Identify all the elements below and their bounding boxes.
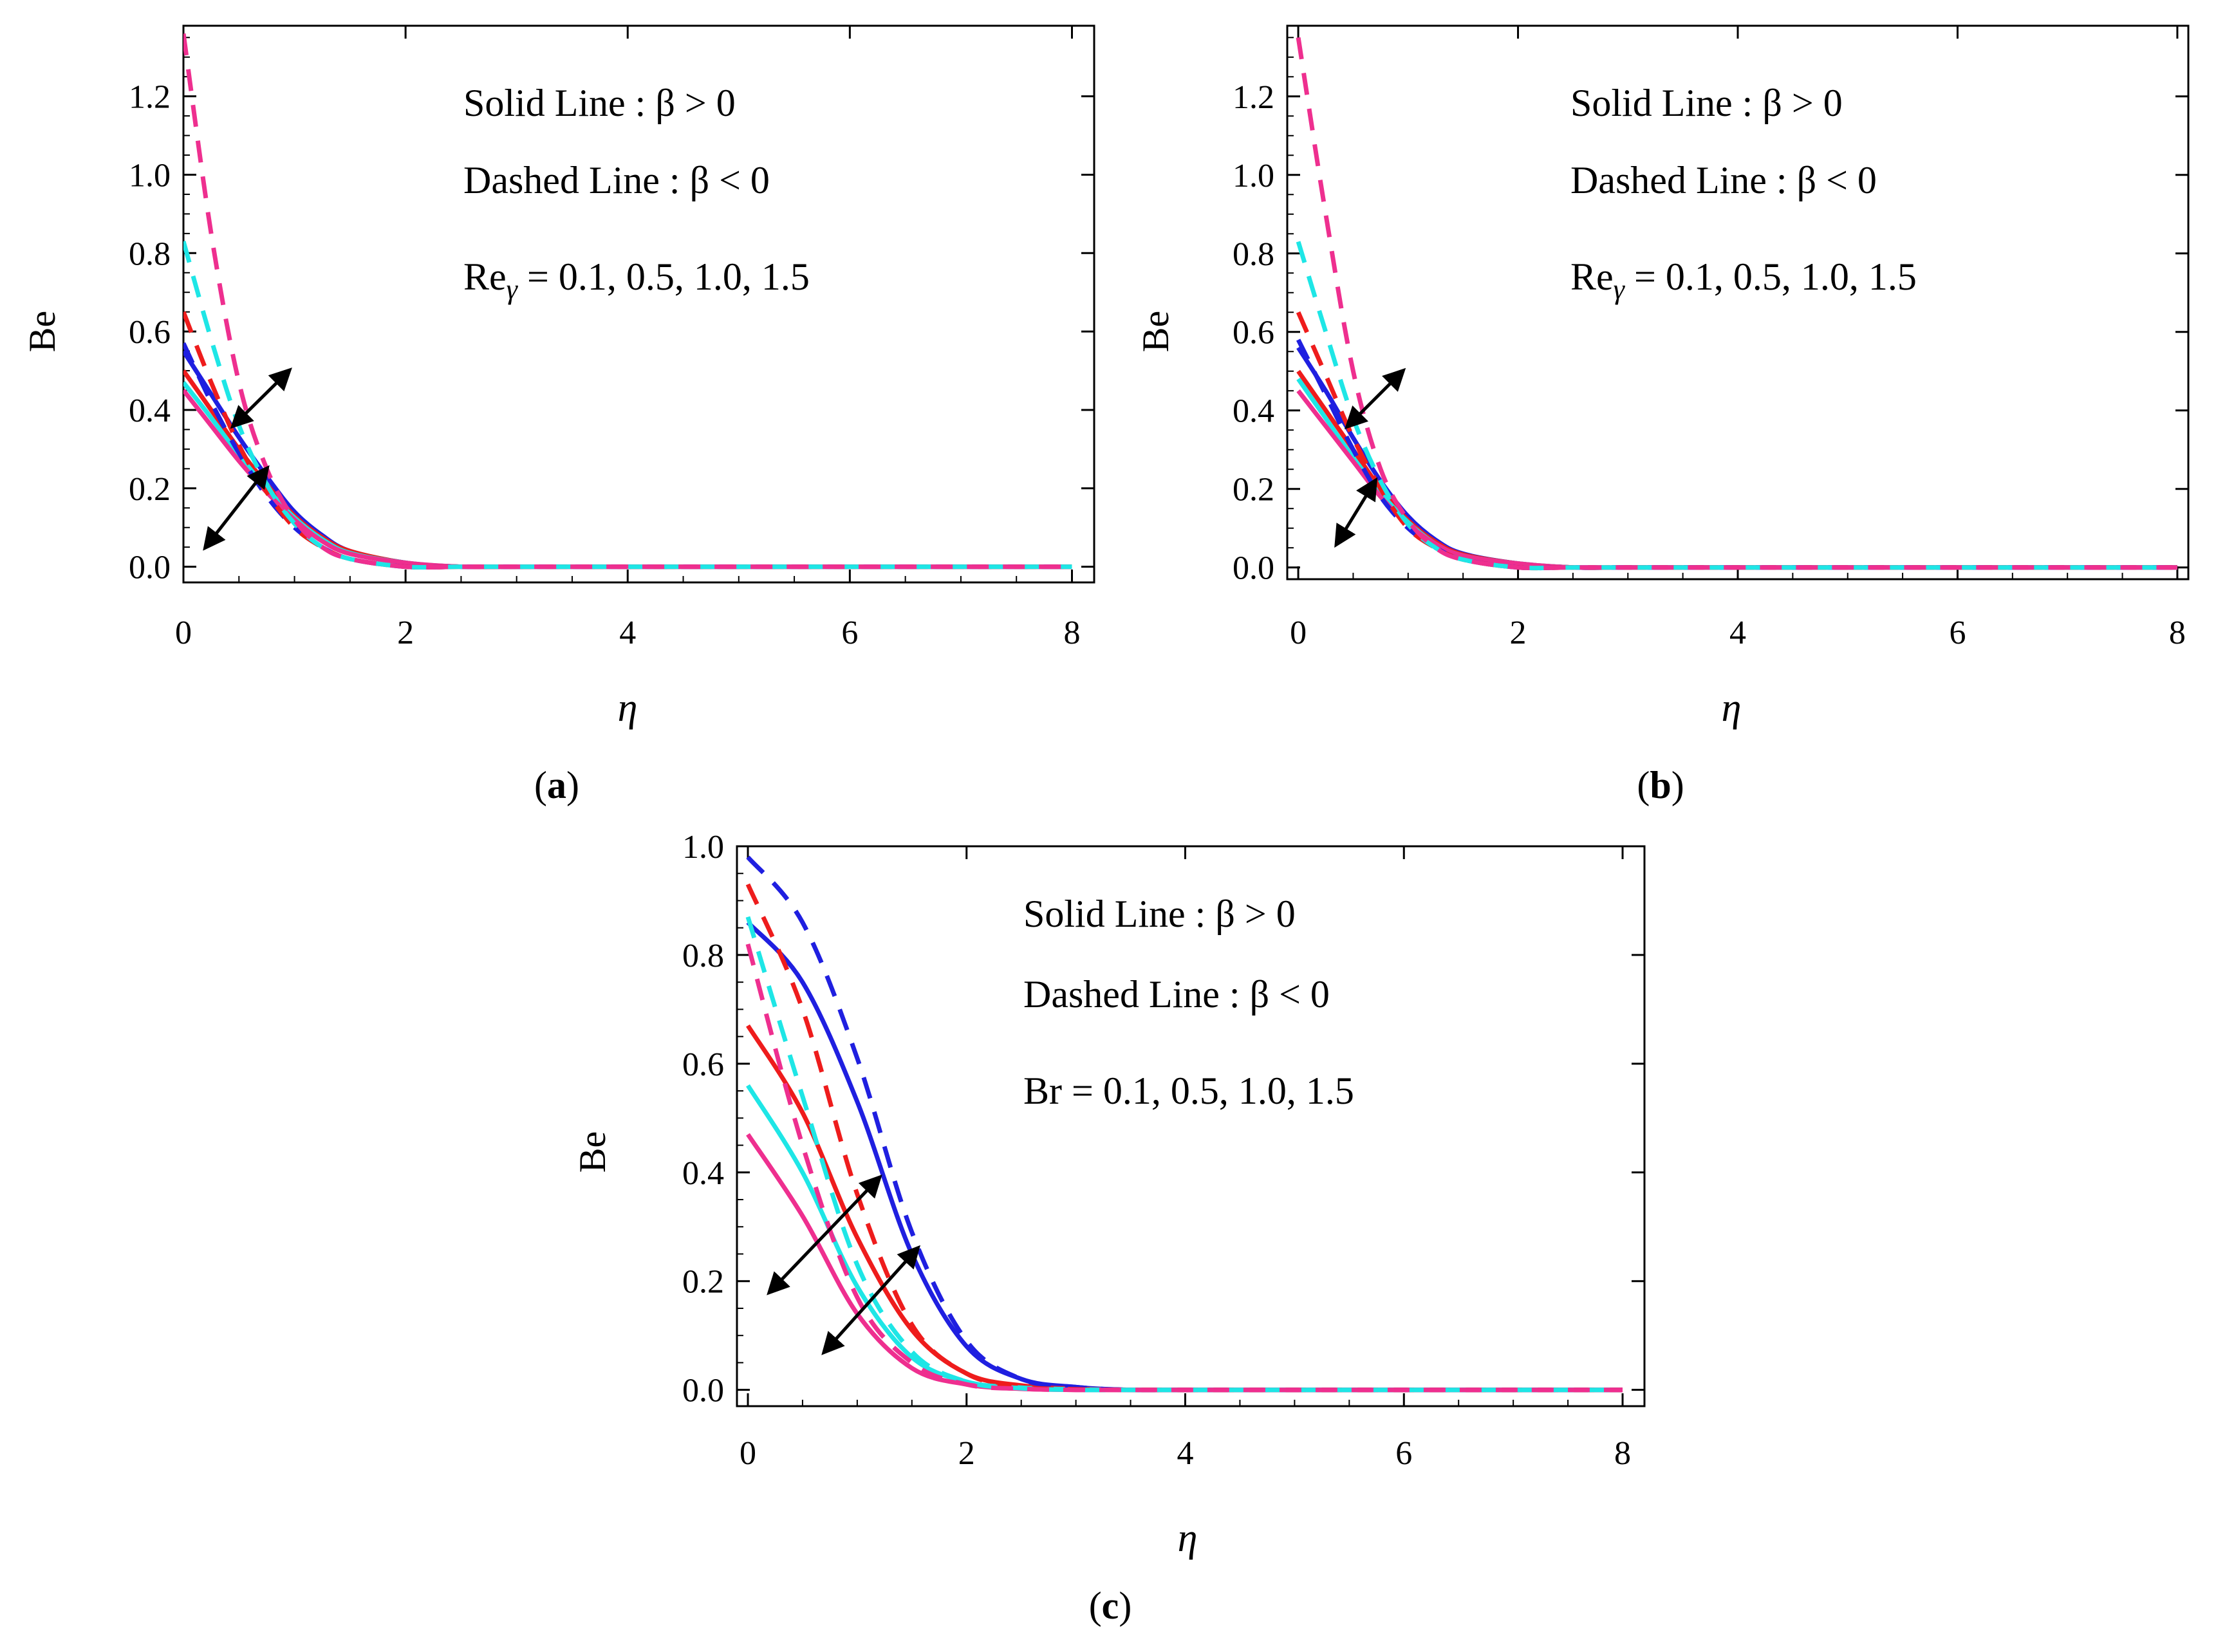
- panel-c-series-magenta-solid: [746, 1133, 1623, 1393]
- panel-c-x-tick-label: 8: [1614, 1435, 1631, 1472]
- panel-a-x-tick-label: 2: [397, 615, 414, 651]
- panel-c-series-group: [745, 855, 1623, 1393]
- panel-c-x-tick-label: 2: [958, 1435, 975, 1472]
- panel-c-y-tick-label: 0.4: [682, 1155, 724, 1192]
- panel-c: 0 2 4 6 8 0.0 0.2 0.4 0.6 0.8 1.0 Be η Solid Line : β…: [572, 829, 1646, 1627]
- panel-c-annotation-dashed: Dashed Line : β < 0: [1023, 973, 1330, 1016]
- panel-c-x-tick-label: 0: [740, 1435, 756, 1472]
- panel-a: 0 2 4 6 8 0.0 0.2 0.4 0.6 0.8 1.0 1.2 Be η Solid Line …: [21, 24, 1095, 806]
- panel-c-plot-frame: [736, 845, 1646, 1407]
- panel-b-x-tick-label: 8: [2169, 615, 2186, 651]
- panel-c-y-axis-label: Be: [572, 1131, 613, 1173]
- panel-b-x-tick-label: 4: [1729, 615, 1746, 651]
- panel-a-series-magenta-dashed: [183, 33, 1072, 570]
- panel-b-annotation-dashed: Dashed Line : β < 0: [1570, 159, 1877, 201]
- panel-b-series-blue-solid: [1296, 346, 2177, 570]
- panel-a-y-tick-label: 0.6: [129, 314, 171, 351]
- panel-b-series-magenta-dashed: [1296, 37, 2177, 571]
- panel-c-y-tick-label: 0.2: [682, 1264, 724, 1301]
- panel-a-annotation-dashed: Dashed Line : β < 0: [463, 159, 770, 201]
- panel-b-caption: (b): [1637, 764, 1684, 806]
- panel-a-y-tick-label: 0.4: [129, 393, 171, 429]
- panel-b-series-magenta-solid: [1296, 389, 2177, 570]
- panel-b: 0 2 4 6 8 0.0 0.2 0.4 0.6 0.8 1.0 1.2 Be η Solid Line …: [1135, 24, 2190, 806]
- panel-a-x-tick-label: 8: [1063, 615, 1080, 651]
- panel-a-y-tick-label: 0.2: [129, 471, 171, 508]
- panel-b-y-tick-label: 0.4: [1233, 393, 1274, 430]
- panel-c-x-tick-label: 4: [1177, 1435, 1194, 1472]
- panel-c-x-axis-label: η: [1178, 1516, 1198, 1560]
- panel-a-annotation-params: Reγ = 0.1, 0.5, 1.0, 1.5: [463, 255, 810, 305]
- panel-a-caption: (a): [534, 764, 579, 806]
- panel-b-x-axis-label: η: [1722, 686, 1742, 730]
- panel-a-y-tick-label: 1.2: [129, 79, 171, 116]
- panel-c-trend-arrow: [821, 1245, 920, 1355]
- panel-c-y-tick-label: 0.8: [682, 938, 724, 974]
- panel-b-series-red-dashed: [1296, 311, 2177, 571]
- panel-b-y-tick-label: 1.2: [1233, 79, 1274, 116]
- panel-c-caption: (c): [1089, 1584, 1132, 1627]
- panel-a-y-axis-label: Be: [21, 311, 63, 352]
- panel-c-trend-arrow: [767, 1174, 882, 1295]
- panel-b-y-tick-label: 0.8: [1233, 236, 1274, 273]
- panel-a-y-tick-label: 1.0: [129, 157, 171, 194]
- panel-b-annotation-solid: Solid Line : β > 0: [1570, 82, 1843, 124]
- panel-c-annotation-solid: Solid Line : β > 0: [1023, 893, 1296, 935]
- panel-b-y-tick-label: 0.0: [1233, 550, 1274, 587]
- panel-a-series-magenta-solid: [183, 389, 1072, 570]
- panel-a-y-tick-label: 0.8: [129, 236, 171, 272]
- panel-b-annotation-params: Reγ = 0.1, 0.5, 1.0, 1.5: [1570, 255, 1917, 305]
- panel-b-y-tick-label: 0.6: [1233, 315, 1274, 351]
- panel-a-annotation-solid: Solid Line : β > 0: [463, 82, 736, 124]
- panel-a-x-tick-label: 0: [175, 615, 192, 651]
- panel-c-y-tick-label: 0.0: [682, 1373, 724, 1409]
- panel-b-series-group: [1296, 37, 2177, 571]
- panel-b-y-tick-label: 1.0: [1233, 158, 1274, 194]
- panel-a-plot-frame: [182, 24, 1095, 584]
- panel-b-y-axis-label: Be: [1135, 311, 1177, 352]
- panel-c-annotation-params: Br = 0.1, 0.5, 1.0, 1.5: [1023, 1070, 1354, 1112]
- panel-a-x-tick-label: 4: [619, 615, 636, 651]
- panel-c-series-cyan-dashed: [745, 916, 1623, 1393]
- panel-b-x-tick-label: 0: [1290, 615, 1307, 651]
- panel-b-x-tick-label: 6: [1949, 615, 1966, 651]
- panel-a-trend-arrow: [203, 465, 270, 551]
- panel-b-x-tick-label: 2: [1510, 615, 1527, 651]
- panel-b-trend-arrow: [1344, 367, 1406, 430]
- panel-c-y-tick-label: 0.6: [682, 1046, 724, 1083]
- panel-a-trend-arrow: [230, 367, 292, 429]
- panel-a-x-axis-label: η: [618, 686, 638, 730]
- panel-b-y-tick-label: 0.2: [1233, 472, 1274, 508]
- panel-c-x-tick-label: 6: [1395, 1435, 1412, 1472]
- panel-c-series-red-dashed: [745, 883, 1623, 1393]
- panel-b-trend-arrow: [1334, 477, 1378, 548]
- panel-c-series-blue-dashed: [746, 855, 1623, 1393]
- panel-a-y-tick-label: 0.0: [129, 550, 171, 586]
- panel-a-x-tick-label: 6: [841, 615, 858, 651]
- panel-c-y-tick-label: 1.0: [682, 829, 724, 866]
